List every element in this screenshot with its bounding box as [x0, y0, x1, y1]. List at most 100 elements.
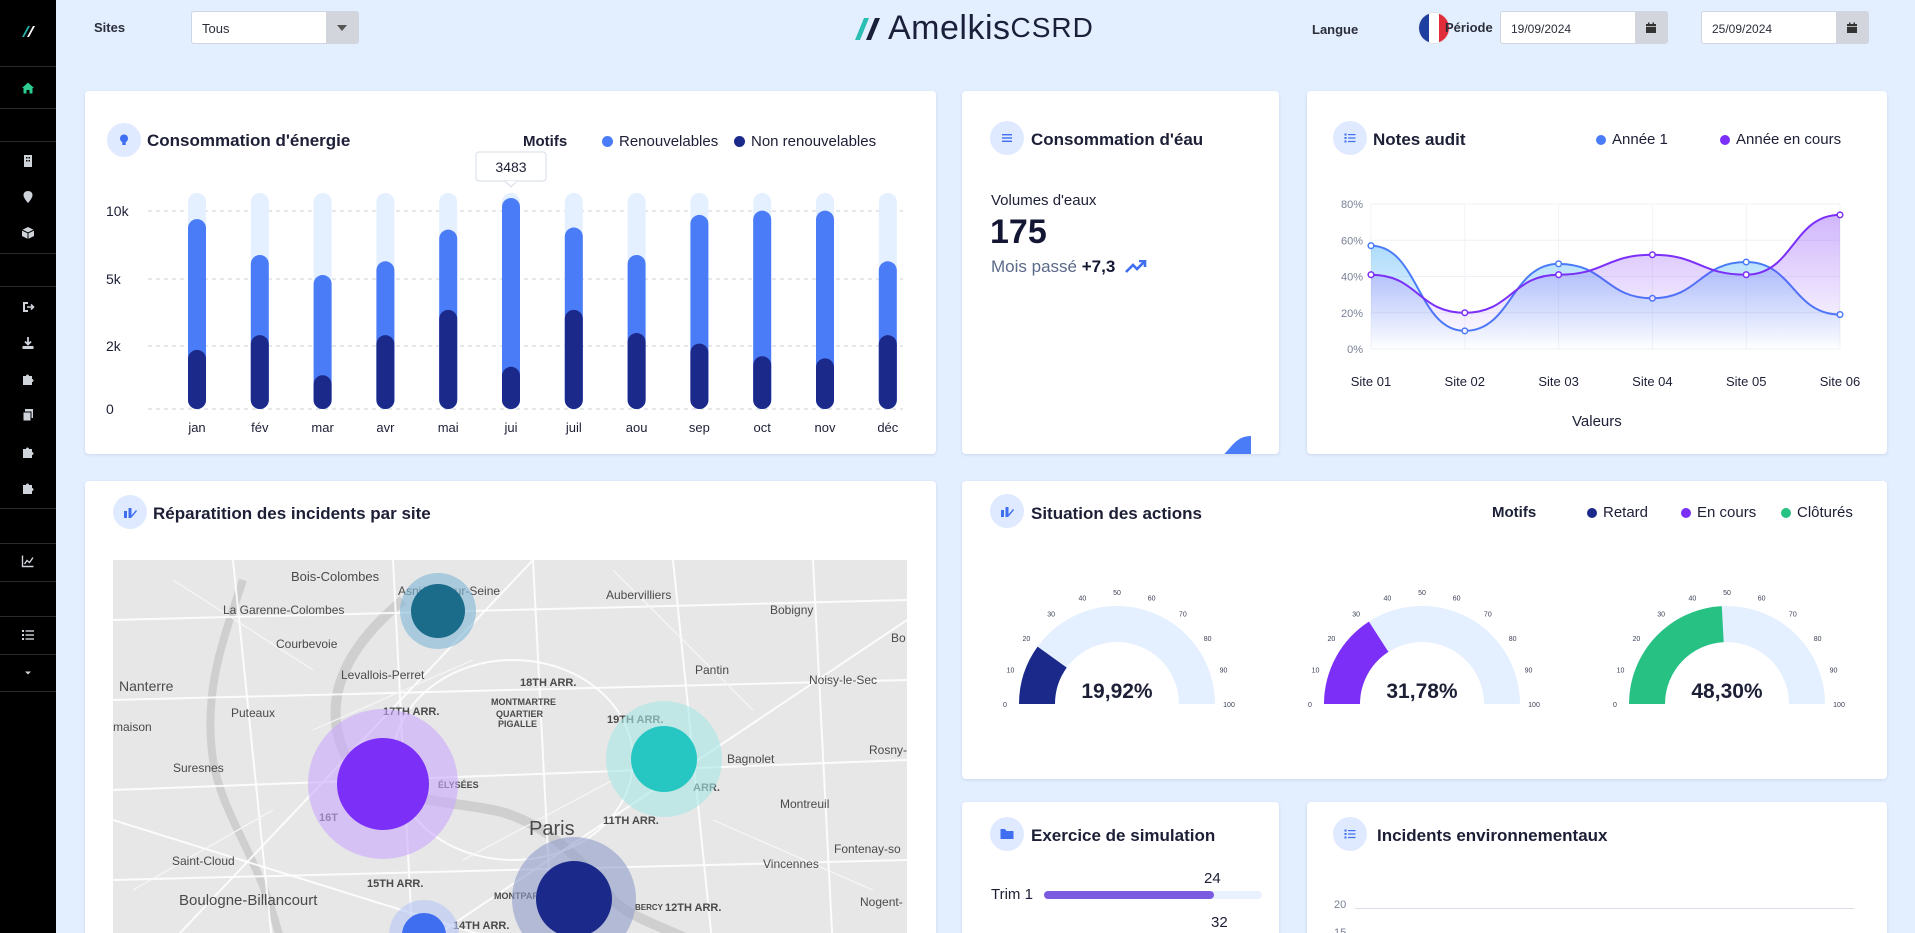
incident-bubble-13th[interactable]: [512, 837, 636, 933]
legend-annee-en-cours[interactable]: Année en cours: [1720, 131, 1841, 148]
building-icon: [24, 155, 32, 167]
map-label: Boulogne-Billancourt: [179, 892, 318, 909]
map-label: Paris: [529, 818, 575, 840]
audit-xtick: Site 01: [1351, 374, 1391, 389]
gauge-track: [1019, 606, 1215, 704]
chevron-down-icon[interactable]: [326, 12, 358, 43]
sidebar-item-download[interactable]: [0, 325, 56, 361]
energy-bar-renouvelables: [313, 275, 332, 409]
sidebar-item-list[interactable]: [0, 617, 56, 653]
actions-title: Situation des actions: [1031, 504, 1202, 523]
sidebar-item-export[interactable]: [0, 289, 56, 325]
puzzle-icon: [23, 374, 34, 385]
sidebar-item-modules-3[interactable]: [0, 470, 56, 506]
map-label: Rosny-: [869, 743, 907, 757]
sidebar-item-reports[interactable]: [0, 543, 56, 579]
energy-xtick: oct: [754, 420, 772, 435]
map-road: [812, 560, 834, 933]
map-label: 11TH ARR.: [603, 815, 659, 827]
calendar-icon[interactable]: [1836, 12, 1868, 43]
brand-suffix: CSRD: [1010, 12, 1094, 43]
gauge-tick: 0: [1003, 702, 1007, 709]
list-icon: [1333, 817, 1367, 851]
app-logo-icon[interactable]: [18, 22, 38, 42]
incident-bubble-14th[interactable]: [389, 900, 459, 933]
top-bar: Sites Tous Amelkis CSRD Langue Période 1…: [56, 0, 1915, 56]
incident-bubble-19th[interactable]: [606, 701, 722, 817]
map-label: Noisy-le-Sec: [809, 673, 877, 687]
gauge-tick: 10: [1007, 667, 1015, 674]
map-road: [113, 859, 907, 881]
energy-xtick: avr: [376, 420, 395, 435]
gauge-tick: 100: [1223, 702, 1235, 709]
sidebar-item-documents[interactable]: [0, 397, 56, 433]
audit-point-annee-1: [1742, 258, 1750, 266]
gauge-tick: 0: [1613, 702, 1617, 709]
gauge-tick: 90: [1525, 667, 1533, 674]
env-ytick-20: 20: [1334, 899, 1347, 911]
audit-point-annee-en-cours: [1367, 271, 1375, 279]
energy-bar-non-renouvelables: [878, 335, 897, 409]
map-label: Pantin: [695, 663, 729, 677]
sites-select[interactable]: Tous: [191, 11, 359, 44]
map-label: Vincennes: [763, 857, 819, 871]
puzzle-icon-3: [23, 483, 34, 494]
env-incidents-card: Incidents environnementaux 20 15: [1307, 802, 1887, 933]
sidebar: [0, 0, 56, 933]
incident-bubble-asnieres[interactable]: [400, 573, 476, 649]
language-flag-fr[interactable]: [1418, 12, 1450, 44]
folder-icon: [990, 817, 1024, 851]
audit-ytick: 60%: [1341, 235, 1363, 247]
sidebar-item-modules[interactable]: [0, 361, 56, 397]
energy-xtick: fév: [251, 420, 269, 435]
legend-renouvelables[interactable]: Renouvelables: [602, 133, 718, 150]
map-label: Puteaux: [231, 706, 275, 720]
edit-chart-icon: [113, 495, 147, 529]
map-label: PIGALLE: [498, 719, 537, 729]
gauge-value: 19,92%: [1081, 680, 1153, 703]
sidebar-item-locations[interactable]: [0, 179, 56, 215]
audit-point-annee-1: [1367, 242, 1375, 250]
gauge-fill: [1324, 621, 1389, 704]
audit-area-annee-en-cours: [1371, 214, 1840, 349]
map-road: [232, 560, 273, 933]
energy-bar-non-renouvelables: [690, 343, 709, 409]
date-start-field[interactable]: 19/09/2024: [1500, 11, 1668, 44]
gauge-fill: [1019, 646, 1067, 704]
water-area-chart: [991, 427, 1251, 454]
incident-bubble-14th-core: [402, 913, 446, 933]
sidebar-item-buildings[interactable]: [0, 143, 56, 179]
audit-point-annee-en-cours: [1836, 211, 1844, 219]
gauge-fill: [1629, 606, 1724, 704]
legend-non-renouvelables[interactable]: Non renouvelables: [734, 133, 876, 150]
date-end-value: 25/09/2024: [1712, 22, 1773, 36]
map-road: [113, 679, 907, 701]
sidebar-expand[interactable]: [0, 655, 56, 691]
sidebar-item-assets[interactable]: [0, 215, 56, 251]
calendar-icon[interactable]: [1635, 12, 1667, 43]
legend-clotures[interactable]: Clôturés: [1781, 504, 1853, 521]
legend-annee-1[interactable]: Année 1: [1596, 131, 1668, 148]
gauge-tick: 50: [1723, 590, 1731, 597]
date-end-field[interactable]: 25/09/2024: [1701, 11, 1869, 44]
paris-map[interactable]: Bois-ColombesAsnières-sur-SeineAubervill…: [113, 560, 907, 933]
legend-en-cours[interactable]: En cours: [1681, 504, 1756, 521]
incident-bubble-asnieres-core: [411, 584, 465, 638]
incident-bubble-16th[interactable]: [308, 709, 458, 859]
home-icon: [22, 82, 34, 94]
energy-xtick: sep: [689, 420, 710, 435]
gauge-tick: 20: [1022, 636, 1030, 643]
gauge-tick: 60: [1453, 595, 1461, 602]
audit-point-annee-en-cours: [1461, 309, 1469, 317]
audit-ytick: 80%: [1341, 199, 1363, 211]
sidebar-item-home[interactable]: [0, 70, 56, 106]
map-label: Bois-Colombes: [291, 569, 380, 584]
sidebar-item-modules-2[interactable]: [0, 434, 56, 470]
legend-retard[interactable]: Retard: [1587, 504, 1648, 521]
gauge-tick: 70: [1484, 611, 1492, 618]
audit-point-annee-en-cours: [1555, 271, 1563, 279]
gauge-tick: 100: [1833, 702, 1845, 709]
map-label: QUARTIER: [496, 709, 544, 719]
audit-xtick: Site 05: [1726, 374, 1766, 389]
gauge-tick: 50: [1418, 590, 1426, 597]
